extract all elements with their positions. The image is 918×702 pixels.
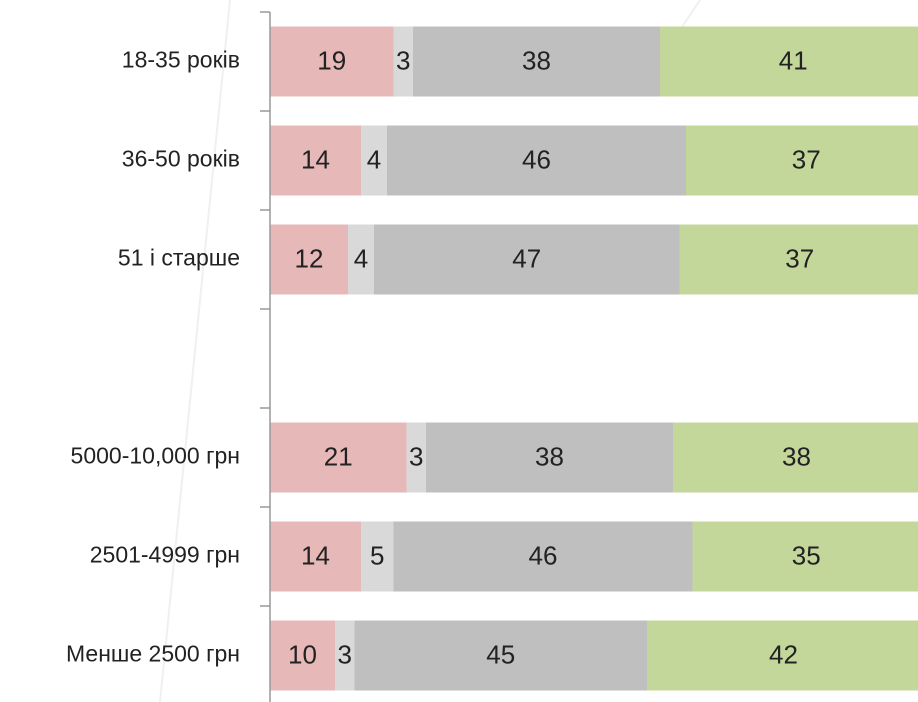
value-label: 37 <box>785 243 814 273</box>
bar-segment <box>393 521 693 592</box>
value-label: 5 <box>370 540 384 570</box>
bar-segment <box>270 125 361 196</box>
value-label: 45 <box>486 639 515 669</box>
value-label: 37 <box>792 144 821 174</box>
value-label: 41 <box>779 45 808 75</box>
bar-segment <box>361 521 394 592</box>
bar-segment <box>361 125 387 196</box>
bar-segment <box>348 224 374 295</box>
value-label: 42 <box>769 639 798 669</box>
value-label: 3 <box>338 639 352 669</box>
value-label: 21 <box>324 441 353 471</box>
bar-segment <box>426 422 673 493</box>
value-label: 12 <box>295 243 324 273</box>
bar-segment <box>660 26 918 97</box>
value-label: 35 <box>792 540 821 570</box>
bar-segment <box>335 620 355 691</box>
value-label: 10 <box>288 639 317 669</box>
value-label: 3 <box>396 45 410 75</box>
value-label: 4 <box>367 144 381 174</box>
bar-segment <box>647 620 918 691</box>
bar-segment <box>270 224 348 295</box>
bar-segment <box>686 125 918 196</box>
bar-segment <box>387 125 686 196</box>
bar-segment <box>413 26 660 97</box>
bar-segment <box>374 224 680 295</box>
y-tick-label: 36-50 років <box>122 146 240 172</box>
bar-segment <box>679 224 918 295</box>
value-label: 38 <box>782 441 811 471</box>
value-label: 38 <box>535 441 564 471</box>
bar-segment <box>270 422 407 493</box>
y-tick-label: 51 і старше <box>118 245 240 271</box>
value-label: 38 <box>522 45 551 75</box>
value-label: 3 <box>409 441 423 471</box>
value-label: 46 <box>529 540 558 570</box>
value-label: 19 <box>317 45 346 75</box>
bar-segment <box>673 422 918 493</box>
bar-segment <box>354 620 647 691</box>
y-tick-label: 5000-10,000 грн <box>71 443 240 469</box>
bar-segment <box>270 620 335 691</box>
background-line <box>159 0 231 702</box>
value-label: 14 <box>301 540 330 570</box>
y-tick-label: 18-35 років <box>122 47 240 73</box>
value-label: 14 <box>301 144 330 174</box>
bar-segment <box>270 521 361 592</box>
value-label: 46 <box>522 144 551 174</box>
y-tick-label: Менше 2500 грн <box>66 641 240 667</box>
value-label: 47 <box>512 243 541 273</box>
bar-segment <box>393 26 413 97</box>
value-label: 4 <box>354 243 368 273</box>
bar-segment <box>692 521 918 592</box>
bar-segment <box>406 422 426 493</box>
bar-segment <box>270 26 394 97</box>
y-tick-label: 2501-4999 грн <box>90 542 240 568</box>
